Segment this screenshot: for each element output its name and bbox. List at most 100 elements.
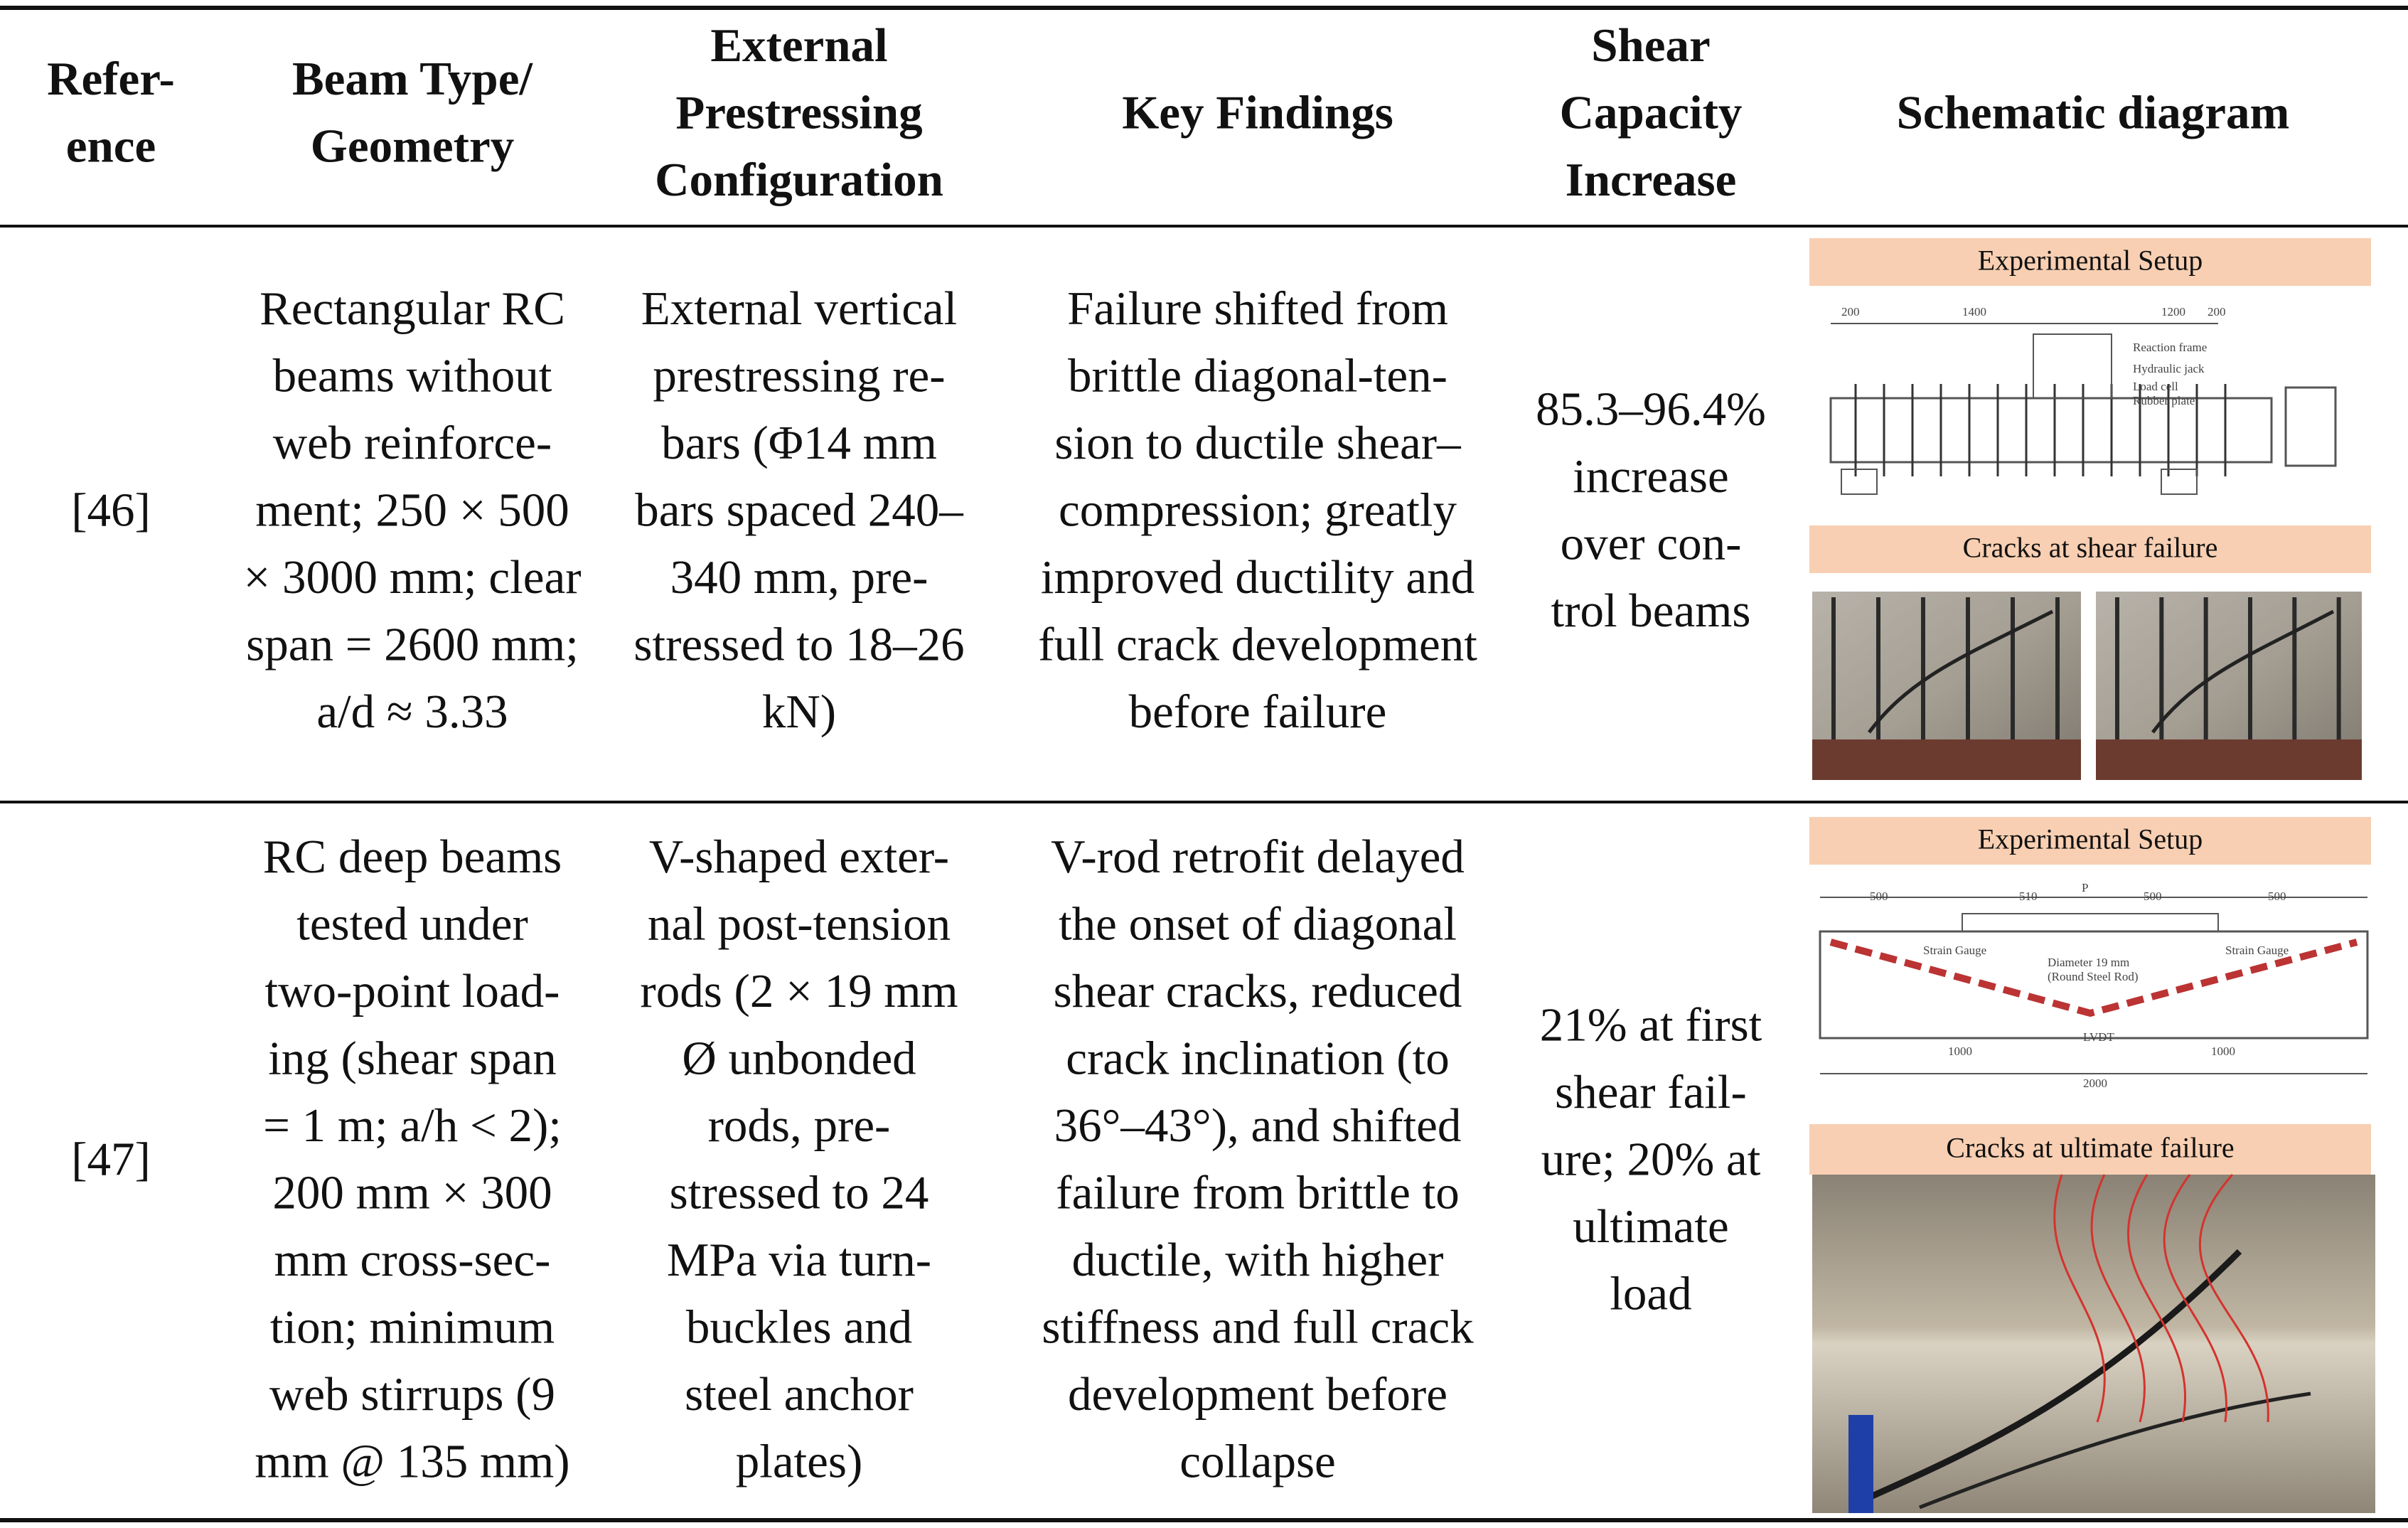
diagram-label: Strain Gauge — [1923, 944, 1986, 957]
cell-line: = 1 m; a/h < 2); — [263, 1099, 562, 1152]
cell-line: Ø unbonded — [682, 1032, 916, 1085]
crack — [1868, 609, 2054, 734]
cell-line: the onset of diagonal — [1059, 898, 1457, 951]
cell-line: beams without — [273, 349, 552, 402]
wire — [2053, 1174, 2106, 1423]
cell-line: over con- — [1561, 518, 1742, 570]
cell-line: failure from brittle to — [1056, 1167, 1459, 1219]
wire — [2090, 1174, 2146, 1423]
header-cell: Schematic diagram — [1897, 86, 2290, 139]
cell-line: kN) — [762, 685, 836, 738]
caption-banner — [1809, 238, 2371, 286]
cell-line: Rectangular RC — [259, 282, 565, 335]
caption-banner — [1809, 1124, 2371, 1175]
cell-line: two-point load- — [265, 965, 560, 1017]
cell-line: web stirrups (9 — [269, 1368, 555, 1421]
diagram-label: 200 — [1841, 305, 1860, 319]
diagram-label: Hydraulic jack — [2133, 362, 2205, 375]
section — [2284, 386, 2337, 467]
header-cell: Shear — [1591, 19, 1711, 72]
wire — [2198, 1174, 2269, 1423]
caption: Cracks at shear failure — [1963, 532, 2218, 564]
cell-line: bars spaced 240– — [635, 483, 963, 536]
cell-line: ductile, with higher — [1072, 1234, 1444, 1286]
cell-line: [46] — [71, 483, 151, 536]
header-cell: Configuration — [655, 154, 943, 206]
header-cell: Beam Type/ — [292, 53, 533, 105]
cell-line: development before — [1068, 1368, 1448, 1421]
caption: Experimental Setup — [1978, 823, 2203, 855]
cell-line: Failure shifted from — [1067, 282, 1448, 335]
header-cell: Key Findings — [1122, 86, 1393, 139]
cell-line: mm @ 135 mm) — [255, 1436, 569, 1488]
setup-drawing: 200 1400 1200 200 Reaction frame Hydraulic ja… — [1829, 305, 2337, 495]
cell-line: tion; minimum — [270, 1301, 555, 1354]
diagram-label: 1400 — [1962, 305, 1986, 319]
cell-line: collapse — [1179, 1436, 1336, 1488]
cell-line: ing (shear span — [268, 1032, 557, 1085]
wire — [2126, 1174, 2187, 1423]
diagram-label: 1200 — [2161, 305, 2185, 319]
header-cell: Capacity — [1560, 86, 1743, 139]
cell-line: stressed to 24 — [670, 1167, 929, 1219]
caption-banner — [1809, 817, 2371, 865]
beam — [1829, 397, 2273, 464]
cell-line: 200 mm × 300 — [272, 1167, 552, 1219]
setup-drawing: 500 510 P 500 500 Strain Gauge Strain Gauge Dia… — [1819, 881, 2369, 1090]
load-beam — [1962, 913, 2219, 932]
cell-line: full crack development — [1038, 618, 1477, 670]
cell-line: tested under — [296, 898, 528, 951]
photo-base — [2096, 739, 2362, 780]
cell-line: crack inclination (to — [1066, 1032, 1450, 1085]
diagram-label: Load cell — [2133, 380, 2178, 393]
diagram-label: (Round Steel Rod) — [2048, 970, 2139, 983]
diagram-label: 510 — [2019, 889, 2038, 903]
cell-line: mm cross-sec- — [274, 1234, 551, 1286]
cell-line: brittle diagonal-ten- — [1068, 349, 1448, 402]
diagram-label: Rubber plate — [2133, 394, 2195, 407]
cell-line: [47] — [71, 1133, 151, 1185]
cell-line: ultimate — [1573, 1200, 1729, 1253]
diagram-label: 500 — [1870, 889, 1888, 903]
cell-line: shear fail- — [1555, 1066, 1747, 1118]
cell-line: prestressing re- — [653, 349, 945, 402]
crack — [2151, 609, 2335, 734]
photo — [1812, 1175, 2375, 1513]
diagram-label: 500 — [2144, 889, 2162, 903]
header-cell: Geometry — [311, 120, 514, 173]
cell-line: sion to ductile shear– — [1054, 417, 1461, 469]
cell-line: ment; 250 × 500 — [255, 483, 569, 536]
diagram-label: 2000 — [2083, 1076, 2107, 1090]
cell-line: a/d ≈ 3.33 — [316, 685, 508, 738]
cell-line: RC deep beams — [263, 830, 562, 883]
cell-line: increase — [1573, 450, 1728, 503]
wire — [2163, 1174, 2228, 1423]
cell-line: steel anchor — [685, 1368, 914, 1421]
clamp — [1848, 1415, 1873, 1513]
cell-line: nal post-tension — [648, 898, 951, 951]
cell-line: × 3000 mm; clear — [243, 551, 581, 604]
cell-line: 85.3–96.4% — [1536, 383, 1766, 436]
cell-line: before failure — [1129, 685, 1387, 738]
cell-line: load — [1610, 1267, 1691, 1320]
diagram-label: 200 — [2208, 305, 2226, 319]
cell-line: compression; greatly — [1059, 483, 1457, 536]
header-cell: Refer- — [47, 53, 175, 105]
photo-base — [1812, 739, 2081, 780]
header-cell: External — [710, 19, 887, 72]
cell-line: trol beams — [1551, 584, 1751, 637]
cell-line: span = 2600 mm; — [246, 618, 579, 670]
support — [2161, 469, 2198, 495]
crack — [1919, 1391, 2311, 1510]
cell-line: 340 mm, pre- — [670, 551, 929, 604]
caption-banner — [1809, 525, 2371, 573]
cell-line: buckles and — [686, 1301, 912, 1354]
v-rod — [1829, 939, 2358, 1017]
diagram-label: LVDT — [2083, 1030, 2114, 1044]
cell-line: stiffness and full crack — [1042, 1301, 1474, 1354]
diagram-label: 500 — [2268, 889, 2286, 903]
diagram-label: 1000 — [2211, 1045, 2235, 1058]
support — [1841, 469, 1878, 495]
caption: Experimental Setup — [1978, 245, 2203, 277]
